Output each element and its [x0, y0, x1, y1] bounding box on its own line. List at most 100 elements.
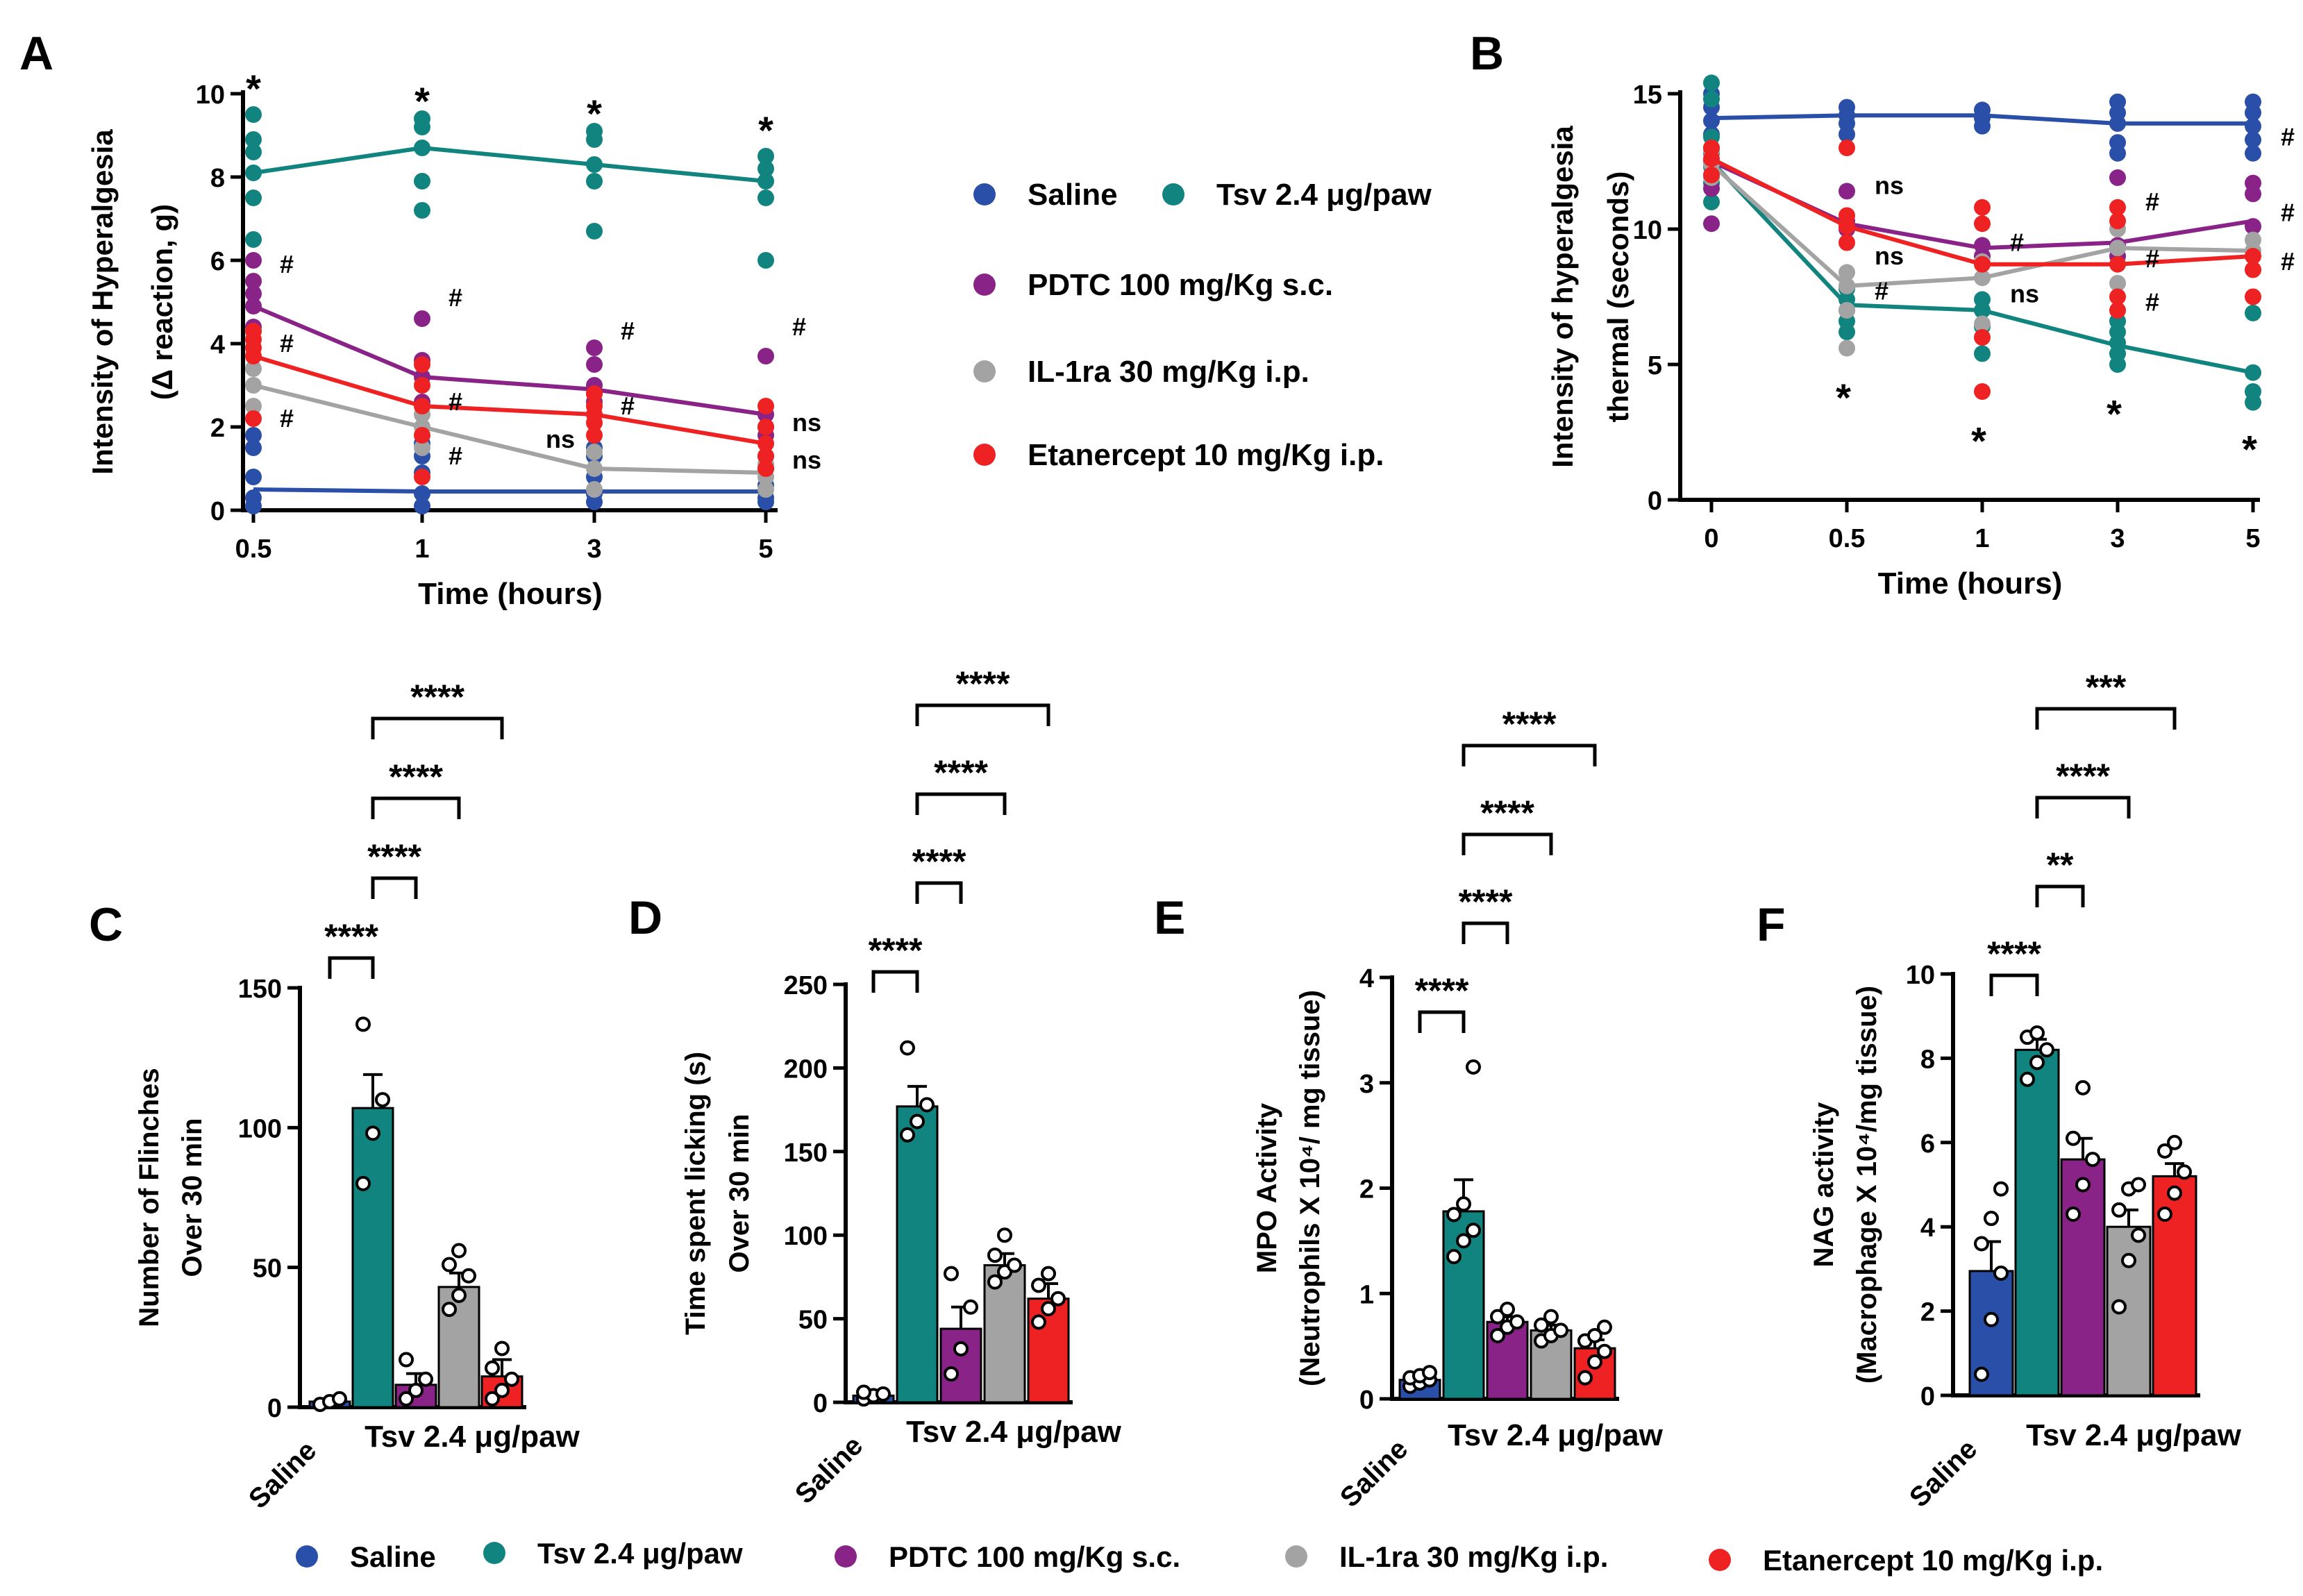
significance-star: *: [2242, 427, 2257, 471]
individual-point: [1041, 1301, 1056, 1317]
data-point: [1703, 167, 1720, 183]
data-point: [2109, 169, 2126, 186]
data-point: [2245, 231, 2261, 249]
significance-bracket: [371, 716, 504, 739]
significance-bracket: [1462, 921, 1509, 944]
y-tick-label: 8: [1920, 1045, 1935, 1074]
individual-point: [485, 1391, 500, 1406]
data-point: [414, 110, 430, 127]
significance-bracket: [371, 796, 461, 819]
panel-a-line-chart: A 0 2 4 6 8 10 0.5 1 3 5 Time (hours) Intensity of H…: [19, 27, 821, 611]
individual-point: [2075, 1080, 2091, 1095]
significance-star: *: [1836, 376, 1851, 419]
individual-point: [2066, 1206, 2081, 1222]
x-tick-label: 1: [414, 535, 429, 564]
x-group-label: Tsv 2.4 μg/paw: [1448, 1418, 1664, 1452]
data-point: [586, 427, 603, 444]
individual-point: [1466, 1059, 1481, 1075]
bar: [351, 1107, 394, 1409]
data-point: [245, 252, 262, 269]
y-tick-label: 200: [784, 1055, 828, 1084]
panel-d-bar-chart: D 0 50 100 150 200 250 Time spent licking (s) Ov…: [628, 664, 1122, 1510]
y-tick-label: 0: [210, 497, 225, 526]
significance-hash: #: [449, 283, 462, 312]
individual-point: [485, 1360, 500, 1376]
data-point: [757, 148, 774, 165]
significance-hash: #: [2281, 199, 2295, 227]
panel-e-bar-chart: E 0 1 2 3 4 MPO Activity (Neutrophils X 10⁴/ mg…: [1154, 705, 1664, 1513]
individual-point: [876, 1386, 891, 1402]
y-tick-label: 8: [210, 164, 225, 193]
legend-top: Saline Tsv 2.4 μg/paw PDTC 100 mg/Kg s.c. I…: [973, 178, 1432, 472]
data-point: [757, 419, 774, 435]
significance-bracket: [1989, 973, 2039, 996]
significance-ns: ns: [1875, 242, 1904, 270]
significance-bracket: [871, 970, 919, 993]
significance-ns: ns: [546, 425, 575, 453]
individual-point: [355, 1175, 371, 1191]
individual-point: [2157, 1143, 2172, 1159]
y-tick-label: 6: [210, 247, 225, 276]
individual-point: [2039, 1042, 2054, 1058]
significance-stars: ****: [1480, 793, 1534, 832]
individual-point: [442, 1302, 457, 1318]
data-point: [757, 348, 774, 364]
y-tick-label: 100: [238, 1114, 282, 1143]
individual-point: [963, 1299, 978, 1315]
data-point: [1703, 215, 1720, 233]
data-point: [245, 323, 262, 339]
data-point: [245, 439, 262, 456]
data-point: [245, 410, 262, 427]
panel-label: B: [1470, 27, 1504, 80]
legend-label: Etanercept 10 mg/Kg i.p.: [1763, 1544, 2103, 1577]
series-line: [1709, 162, 2254, 288]
significance-bracket: [2035, 796, 2131, 818]
legend-label: Saline: [1028, 178, 1118, 212]
data-point: [245, 489, 262, 506]
y-axis-label: Over 30 min: [177, 1118, 208, 1277]
individual-point: [418, 1371, 433, 1387]
series-line: [1710, 156, 2254, 267]
individual-point: [2167, 1134, 2182, 1150]
data-point: [2245, 144, 2261, 162]
x-axis-label: Time (hours): [418, 577, 603, 611]
significance-hash: #: [621, 317, 635, 345]
data-point: [245, 190, 262, 206]
x-tick-label: 3: [2110, 524, 2125, 553]
series-line: [253, 354, 767, 446]
bar: [2014, 1048, 2060, 1397]
individual-point: [1031, 1277, 1046, 1293]
individual-point: [451, 1287, 467, 1303]
legend-bottom: Saline Tsv 2.4 μg/paw PDTC 100 mg/Kg s.c. I…: [296, 1537, 2103, 1577]
legend-marker: [296, 1545, 318, 1568]
x-group-label: Tsv 2.4 μg/paw: [2026, 1418, 2242, 1452]
data-point: [586, 444, 603, 460]
significance-hash: #: [2145, 287, 2159, 316]
individual-point: [997, 1227, 1012, 1243]
data-point: [1703, 194, 1720, 210]
individual-point: [2157, 1206, 2172, 1222]
significance-hash: #: [2281, 122, 2295, 151]
significance-stars: ****: [1415, 971, 1469, 1010]
data-point: [2245, 174, 2261, 192]
significance-hash: #: [449, 442, 462, 470]
significance-bracket: [328, 956, 375, 979]
x-tick-label: 1: [1975, 524, 1989, 553]
y-axis-label: MPO Activity: [1252, 1102, 1282, 1273]
data-point: [1974, 345, 1991, 362]
y-tick-label: 50: [253, 1254, 282, 1284]
legend-label: Saline: [350, 1540, 436, 1573]
individual-point: [1456, 1196, 1471, 1212]
legend-label: Tsv 2.4 μg/paw: [1216, 178, 1432, 212]
individual-point: [1597, 1319, 1612, 1335]
panel-label: F: [1757, 898, 1786, 951]
data-point: [2109, 288, 2126, 305]
data-point: [586, 385, 603, 402]
y-axis-label: Intensity of Hyperalgesia: [86, 129, 119, 475]
x-tick-label: 3: [587, 535, 601, 564]
individual-point: [332, 1391, 347, 1406]
significance-hash: #: [2145, 187, 2159, 216]
data-point: [414, 485, 430, 502]
data-point: [1974, 215, 1991, 233]
data-point: [757, 448, 774, 464]
